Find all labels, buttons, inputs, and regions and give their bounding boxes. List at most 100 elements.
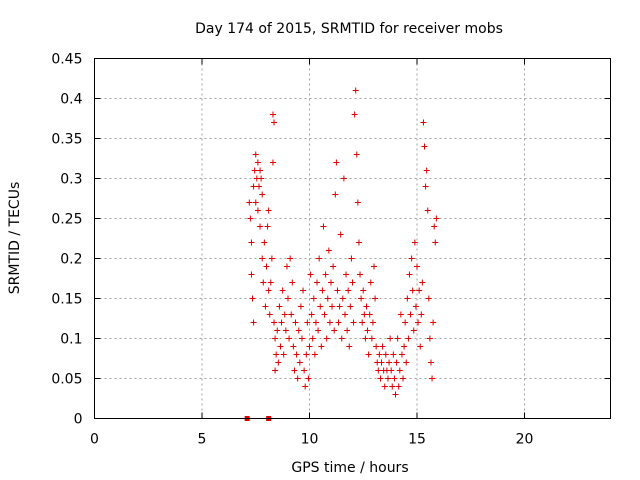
- data-point: [332, 191, 339, 198]
- data-point: [268, 255, 275, 262]
- data-point: [301, 367, 308, 374]
- data-point: [259, 255, 266, 262]
- data-point: [398, 351, 405, 358]
- data-point: [407, 311, 414, 318]
- data-point: [354, 199, 361, 206]
- data-point: [305, 375, 312, 382]
- data-point: [389, 383, 396, 390]
- data-point: [318, 343, 325, 350]
- data-point: [272, 335, 279, 342]
- data-point: [257, 167, 264, 174]
- data-point: [414, 263, 420, 270]
- data-point: [294, 375, 301, 382]
- y-tick-label: 0.3: [60, 172, 82, 188]
- y-tick-label: 0.2: [60, 252, 82, 268]
- data-point: [311, 351, 318, 358]
- data-point: [334, 287, 341, 294]
- data-point: [316, 255, 323, 262]
- data-point: [280, 351, 287, 358]
- data-point: [375, 367, 382, 374]
- data-point: [300, 287, 307, 294]
- data-point: [423, 167, 430, 174]
- data-point: [365, 351, 372, 358]
- data-point: [426, 335, 433, 342]
- data-point: [336, 303, 343, 310]
- data-point: [319, 287, 326, 294]
- data-point: [405, 335, 412, 342]
- data-point: [367, 279, 374, 286]
- data-point: [291, 367, 298, 374]
- data-point: [382, 351, 389, 358]
- data-point: [331, 327, 338, 334]
- data-points: [244, 87, 440, 421]
- data-point: [248, 271, 255, 278]
- data-point: [252, 199, 259, 206]
- data-point: [285, 295, 291, 302]
- data-point: [276, 303, 283, 310]
- data-point: [259, 191, 266, 198]
- data-point: [309, 335, 316, 342]
- data-point: [271, 319, 278, 326]
- x-tick-label: 0: [90, 432, 99, 448]
- data-point: [377, 375, 384, 382]
- data-point: [250, 183, 257, 190]
- data-point: [297, 303, 304, 310]
- data-point: [360, 287, 367, 294]
- data-point: [322, 271, 329, 278]
- data-point: [427, 359, 434, 366]
- data-point: [289, 279, 296, 286]
- data-point: [394, 335, 401, 342]
- data-point: [402, 319, 409, 326]
- data-point: [329, 303, 336, 310]
- axis-ticks: 0 5 10 15 20 0 0.05 0.1 0.15 0.2 0.25 0.3 0.35 0.4 0.4…: [51, 52, 611, 448]
- data-point: [274, 327, 281, 334]
- x-tick-label: 10: [301, 432, 319, 448]
- data-point: [251, 167, 258, 174]
- data-point: [366, 311, 373, 318]
- data-point: [417, 343, 424, 350]
- data-point: [381, 383, 388, 390]
- data-point: [346, 343, 353, 350]
- data-point: [418, 311, 425, 318]
- data-point: [272, 367, 279, 374]
- chart-title: Day 174 of 2015, SRMTID for receiver mob…: [195, 21, 503, 37]
- data-point: [247, 215, 254, 222]
- data-point: [254, 159, 261, 166]
- data-point: [255, 183, 262, 190]
- data-point: [362, 335, 369, 342]
- data-point: [337, 231, 344, 238]
- data-point: [282, 327, 289, 334]
- data-point: [338, 335, 345, 342]
- data-point: [349, 279, 356, 286]
- data-point: [424, 207, 431, 214]
- data-point: [273, 351, 280, 358]
- y-axis-label: SRMTID / TECUs: [7, 182, 23, 295]
- data-point: [286, 335, 293, 342]
- data-point: [263, 263, 270, 270]
- data-point: [388, 367, 395, 374]
- data-point: [279, 287, 286, 294]
- data-point: [275, 359, 282, 366]
- y-tick-label: 0.45: [51, 52, 82, 68]
- data-point: [361, 311, 368, 318]
- data-point: [403, 359, 410, 366]
- data-point: [379, 343, 386, 350]
- data-point: [265, 287, 272, 294]
- data-point: [421, 143, 428, 150]
- data-point: [288, 311, 295, 318]
- y-tick-label: 0.15: [51, 292, 82, 308]
- data-point: [287, 255, 294, 262]
- data-point: [258, 175, 265, 182]
- data-point: [344, 327, 351, 334]
- data-point: [397, 311, 404, 318]
- data-point: [339, 295, 346, 302]
- data-point: [395, 383, 402, 390]
- data-point: [352, 87, 359, 94]
- data-point: [391, 375, 398, 382]
- data-point: [350, 319, 357, 326]
- data-point: [335, 319, 342, 326]
- data-point: [278, 319, 285, 326]
- data-point: [396, 367, 403, 374]
- data-point: [359, 319, 366, 326]
- data-point: [393, 359, 400, 366]
